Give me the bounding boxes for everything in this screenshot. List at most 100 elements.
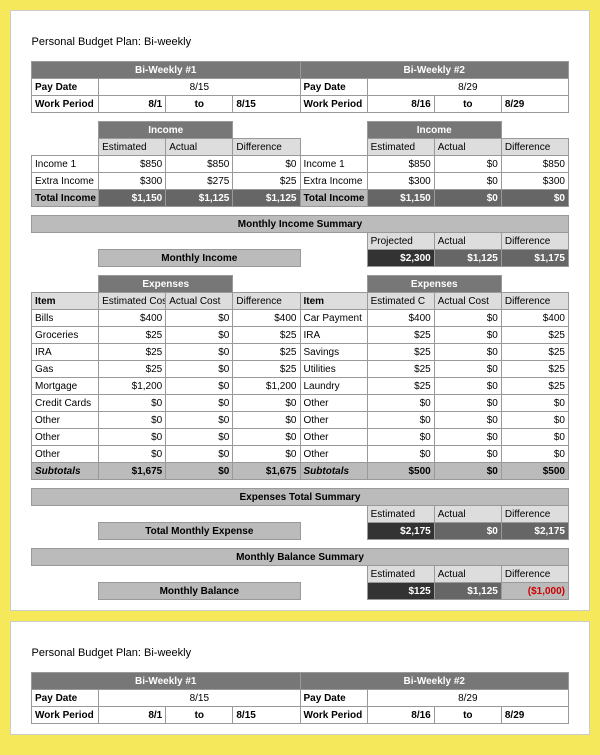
bal-summary-hdr: Monthly Balance Summary [32, 549, 569, 566]
pay-date-2: 8/29 [367, 79, 568, 96]
col-diff-2: Difference [501, 139, 568, 156]
income-row-est: $850 [367, 156, 434, 173]
expense-row-est: $0 [367, 412, 434, 429]
total-income-diff-2: $0 [501, 190, 568, 207]
exp-hdr-2: Expenses [367, 276, 501, 293]
expense-row-label: IRA [32, 344, 99, 361]
expense-row-diff: $400 [233, 310, 300, 327]
income-row-act: $850 [166, 156, 233, 173]
income-row-label: Income 1 [300, 156, 367, 173]
exp-act-2: Actual Cost [434, 293, 501, 310]
expense-row-diff: $25 [233, 344, 300, 361]
pay-date-1: 8/15 [99, 79, 300, 96]
expense-row-diff: $0 [233, 429, 300, 446]
expense-row-est: $0 [367, 395, 434, 412]
subtotal-label-1: Subtotals [32, 463, 99, 480]
wp-to-label-2: to [434, 96, 501, 113]
budget-table: Personal Budget Plan: Bi-weekly Bi-Weekl… [31, 31, 569, 600]
expense-row-est: $0 [99, 429, 166, 446]
sum-diff-hdr: Difference [501, 233, 568, 250]
total-exp-est: $2,175 [367, 523, 434, 540]
income-row-act: $0 [434, 156, 501, 173]
expense-row-label: Other [32, 412, 99, 429]
monthly-income-diff: $1,175 [501, 250, 568, 267]
expense-row-est: $25 [99, 327, 166, 344]
expense-row-diff: $25 [501, 361, 568, 378]
monthly-income-label: Monthly Income [99, 250, 300, 267]
expense-row-act: $0 [434, 429, 501, 446]
exp-sum-act-hdr: Actual [434, 506, 501, 523]
page-title: Personal Budget Plan: Bi-weekly [32, 31, 569, 53]
income-row-est: $850 [99, 156, 166, 173]
expense-row-label: IRA [300, 327, 367, 344]
expense-row-label: Mortgage [32, 378, 99, 395]
expense-row-label: Other [300, 412, 367, 429]
expense-row-act: $0 [434, 378, 501, 395]
total-exp-act: $0 [434, 523, 501, 540]
wp-to-2: 8/29 [501, 96, 568, 113]
expense-row-act: $0 [166, 327, 233, 344]
expense-row-diff: $0 [501, 412, 568, 429]
expense-row-label: Other [300, 429, 367, 446]
col-act-1: Actual [166, 139, 233, 156]
expense-row-est: $0 [99, 446, 166, 463]
expense-row-label: Credit Cards [32, 395, 99, 412]
expense-row-diff: $0 [501, 429, 568, 446]
bal-est-hdr: Estimated [367, 566, 434, 583]
expense-row-est: $25 [367, 344, 434, 361]
expense-row-act: $0 [434, 446, 501, 463]
expense-row-act: $0 [166, 344, 233, 361]
expense-row-act: $0 [434, 344, 501, 361]
expense-row-act: $0 [434, 395, 501, 412]
income-row-act: $0 [434, 173, 501, 190]
expense-row-est: $400 [367, 310, 434, 327]
expense-row-act: $0 [166, 412, 233, 429]
expense-row-diff: $0 [233, 412, 300, 429]
exp-diff-1: Difference [233, 293, 300, 310]
income-hdr-1: Income [99, 122, 233, 139]
expense-row-label: Groceries [32, 327, 99, 344]
subtotal-label-2: Subtotals [300, 463, 367, 480]
expense-row-label: Gas [32, 361, 99, 378]
expense-row-label: Other [300, 395, 367, 412]
subtotal-act-1: $0 [166, 463, 233, 480]
income-row-label: Income 1 [32, 156, 99, 173]
expense-row-diff: $25 [233, 361, 300, 378]
expense-row-diff: $25 [501, 344, 568, 361]
expense-row-label: Savings [300, 344, 367, 361]
monthly-bal-diff: ($1,000) [501, 583, 568, 600]
total-income-diff-1: $1,125 [233, 190, 300, 207]
expense-row-est: $1,200 [99, 378, 166, 395]
bw2-header: Bi-Weekly #2 [300, 62, 569, 79]
expense-row-act: $0 [166, 310, 233, 327]
expense-row-est: $25 [367, 378, 434, 395]
total-income-label-1: Total Income [32, 190, 99, 207]
expense-row-diff: $25 [501, 378, 568, 395]
income-row-est: $300 [367, 173, 434, 190]
total-income-act-2: $0 [434, 190, 501, 207]
pay-date-label-2: Pay Date [300, 79, 367, 96]
income-row-label: Extra Income [32, 173, 99, 190]
expense-row-diff: $0 [233, 395, 300, 412]
expense-row-act: $0 [166, 429, 233, 446]
expense-row-diff: $0 [233, 446, 300, 463]
income-row-diff: $850 [501, 156, 568, 173]
exp-diff-2: Difference [501, 293, 568, 310]
expense-row-diff: $25 [233, 327, 300, 344]
expense-row-est: $0 [99, 395, 166, 412]
exp-sum-diff-hdr: Difference [501, 506, 568, 523]
expense-row-est: $25 [99, 361, 166, 378]
expense-row-diff: $400 [501, 310, 568, 327]
expense-row-act: $0 [434, 327, 501, 344]
subtotal-act-2: $0 [434, 463, 501, 480]
total-income-act-1: $1,125 [166, 190, 233, 207]
wp-to-label-1: to [166, 96, 233, 113]
expense-row-act: $0 [166, 446, 233, 463]
pay-date-label-1: Pay Date [32, 79, 99, 96]
expense-row-label: Other [32, 446, 99, 463]
item-hdr-2: Item [300, 293, 367, 310]
income-row-est: $300 [99, 173, 166, 190]
monthly-bal-est: $125 [367, 583, 434, 600]
expense-row-est: $0 [367, 429, 434, 446]
income-summary-hdr: Monthly Income Summary [32, 216, 569, 233]
